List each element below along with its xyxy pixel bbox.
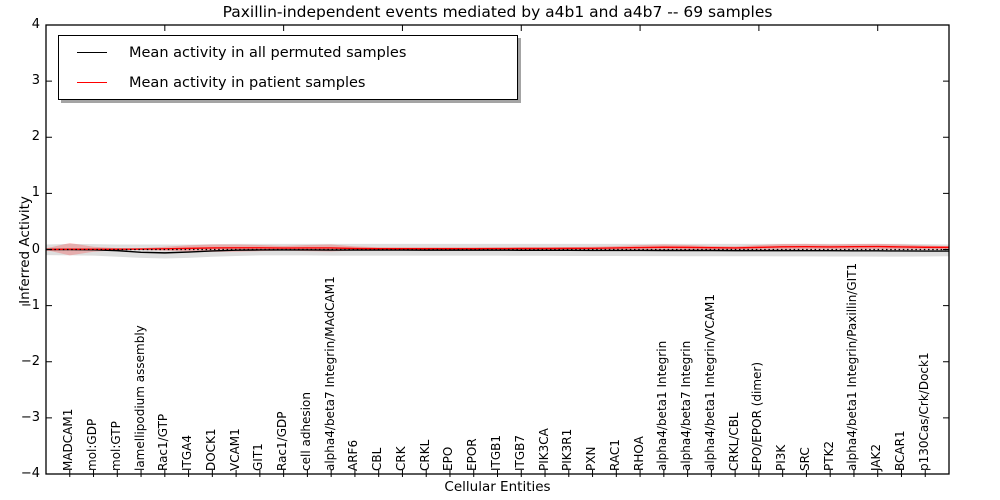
entity-label: EPO xyxy=(441,446,456,471)
entity-label: RAC1 xyxy=(607,439,622,471)
entity-label: alpha4/beta7 Integrin/MAdCAM1 xyxy=(322,276,337,471)
entity-label: MADCAM1 xyxy=(61,408,76,471)
entity-label: SRC xyxy=(797,447,812,471)
entity-label: alpha4/beta7 Integrin xyxy=(679,340,694,471)
entity-label: PI3K xyxy=(774,444,789,471)
legend-label: Mean activity in patient samples xyxy=(129,74,366,91)
entity-label: alpha4/beta1 Integrin xyxy=(655,340,670,471)
entity-label: p130Cas/Crk/Dock1 xyxy=(916,352,931,471)
entity-label: Rac1/GTP xyxy=(156,413,171,471)
entity-label: CRKL xyxy=(417,439,432,471)
y-tick-label: −2 xyxy=(20,353,40,369)
y-tick-label: −3 xyxy=(20,409,40,425)
entity-label: ITGB7 xyxy=(512,434,527,471)
entity-label: ARF6 xyxy=(346,439,361,471)
entity-label: PIK3CA xyxy=(536,428,551,471)
entity-label: VCAM1 xyxy=(227,428,242,471)
entity-label: PXN xyxy=(584,446,599,471)
entity-label: Rac1/GDP xyxy=(275,411,290,471)
entity-label: JAK2 xyxy=(869,443,884,471)
entity-label: mol:GDP xyxy=(85,418,100,471)
entity-label: PTK2 xyxy=(821,440,836,471)
red-line-swatch-icon xyxy=(77,82,107,83)
y-tick-label: −4 xyxy=(20,466,40,481)
entity-label: BCAR1 xyxy=(892,430,907,471)
entity-label: RHOA xyxy=(631,436,646,471)
patient-mean-line xyxy=(45,245,950,251)
legend-label: Mean activity in all permuted samples xyxy=(129,44,407,61)
entity-label: alpha4/beta1 Integrin/Paxillin/GIT1 xyxy=(845,262,860,471)
y-tick-label: 2 xyxy=(31,129,40,145)
entity-label: CRKL/CBL xyxy=(726,412,741,471)
legend-entry: Mean activity in all permuted samples xyxy=(71,41,505,65)
entity-label: mol:GTP xyxy=(108,421,123,471)
entity-label: lamellipodium assembly xyxy=(132,325,147,471)
entity-label: CBL xyxy=(370,447,385,471)
legend-entry: Mean activity in patient samples xyxy=(71,71,505,95)
entity-label: GIT1 xyxy=(251,443,266,471)
entity-label: ITGA4 xyxy=(180,434,195,471)
y-tick-label: 1 xyxy=(31,185,40,201)
entity-label: alpha4/beta1 Integrin/VCAM1 xyxy=(702,294,717,471)
entity-label: EPOR xyxy=(465,438,480,471)
entity-label: CRK xyxy=(393,446,408,471)
y-tick-label: 3 xyxy=(31,73,40,89)
entity-label: cell adhesion xyxy=(298,392,313,471)
entity-label: ITGB1 xyxy=(489,434,503,471)
permuted-mean-line xyxy=(46,248,949,254)
entity-label: DOCK1 xyxy=(203,428,218,471)
y-tick-label: −1 xyxy=(20,297,40,313)
entity-label: EPO/EPOR (dimer) xyxy=(750,361,765,471)
black-line-swatch-icon xyxy=(77,52,107,53)
y-tick-label: 4 xyxy=(31,17,40,32)
legend: Mean activity in all permuted samples Mea… xyxy=(58,35,518,100)
y-tick-label: 0 xyxy=(31,241,40,257)
chart-title: Paxillin-independent events mediated by … xyxy=(222,3,773,21)
entity-label: PIK3R1 xyxy=(560,428,575,471)
x-axis-label: Cellular Entities xyxy=(444,479,551,495)
